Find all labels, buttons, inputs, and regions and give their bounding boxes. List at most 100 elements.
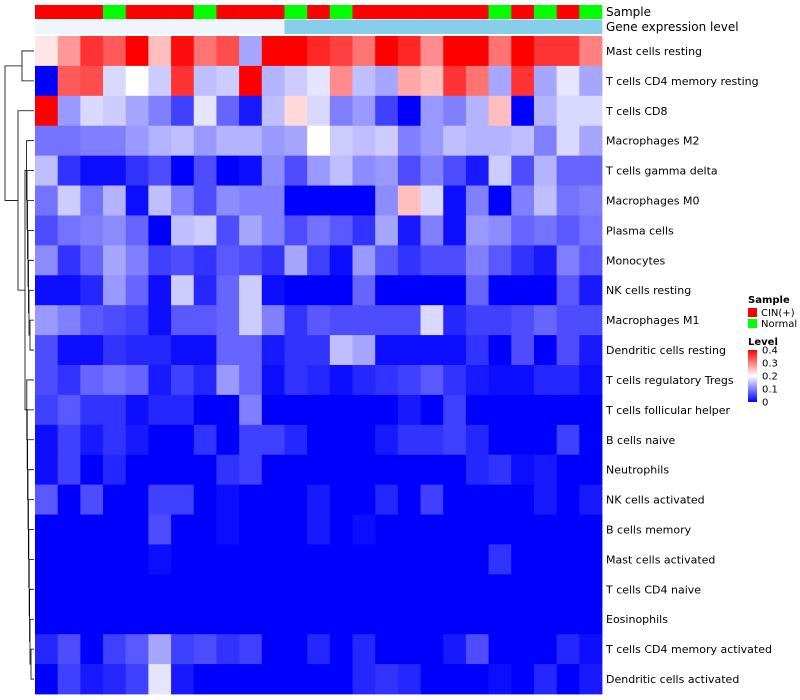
heatmap-cell	[35, 245, 59, 276]
heatmap-cell	[239, 335, 263, 366]
heatmap-cell	[579, 664, 603, 695]
heatmap-cell	[125, 36, 149, 67]
heatmap-cell	[556, 664, 580, 695]
heatmap-cell	[443, 514, 467, 545]
heatmap-cell	[465, 95, 489, 127]
heatmap-cell	[307, 634, 331, 665]
heatmap-cell	[35, 454, 59, 486]
heatmap-cell	[216, 125, 240, 157]
level-legend-ticks: 0.4 0.3 0.2 0.1 0	[757, 346, 778, 409]
heatmap-cell	[171, 514, 195, 545]
row-label: Monocytes	[606, 254, 666, 267]
heatmap-cell	[261, 365, 285, 396]
heatmap-cell	[284, 155, 308, 186]
gene-expression-track-cell	[284, 20, 308, 34]
heatmap-cell	[465, 424, 489, 456]
heatmap-cell	[443, 664, 467, 695]
heatmap-cell	[511, 574, 535, 605]
row-label: Dendritic cells activated	[606, 673, 739, 686]
level-color-bar	[748, 350, 757, 402]
dendrogram-branch	[21, 50, 34, 82]
heatmap-cell	[352, 394, 376, 426]
heatmap-cell	[216, 275, 240, 306]
heatmap-cell	[35, 634, 59, 665]
heatmap-cell	[533, 574, 558, 605]
dendrogram-branch	[30, 648, 34, 680]
heatmap-cell	[488, 454, 512, 486]
heatmap-cell	[171, 305, 195, 336]
heatmap-cell	[103, 125, 127, 157]
heatmap-cell	[57, 36, 81, 67]
heatmap-cell	[57, 215, 81, 246]
heatmap-cell	[261, 634, 285, 665]
heatmap-cell	[511, 36, 535, 67]
sample-track-cell	[579, 5, 603, 19]
heatmap-cell	[465, 544, 489, 575]
heatmap-cell	[171, 36, 195, 67]
heatmap-cell	[307, 514, 331, 545]
heatmap-cell	[307, 275, 331, 306]
row-label: T cells CD4 memory activated	[605, 643, 772, 656]
heatmap-cell	[103, 36, 127, 67]
heatmap-cell	[375, 95, 399, 127]
heatmap-cell	[80, 305, 104, 336]
row-label: Macrophages M1	[606, 314, 699, 327]
heatmap-cell	[556, 394, 580, 426]
heatmap-cell	[239, 65, 263, 97]
heatmap-cell	[148, 275, 172, 306]
heatmap-cell	[488, 95, 512, 127]
heatmap-cell	[443, 424, 467, 456]
heatmap-cell	[375, 664, 399, 695]
heatmap-cell	[465, 484, 489, 515]
heatmap-cell	[239, 604, 263, 635]
heatmap-cell	[352, 604, 376, 635]
heatmap-cell	[216, 394, 240, 426]
heatmap-cell	[103, 604, 127, 635]
sample-track-cell	[329, 5, 353, 19]
heatmap-cell	[488, 65, 512, 97]
heatmap-cell	[193, 574, 217, 605]
legend-label-normal: Normal	[761, 319, 797, 330]
heatmap-cell	[284, 574, 308, 605]
heatmap-cell	[35, 484, 59, 515]
heatmap-cell	[420, 155, 444, 186]
heatmap-cell	[239, 125, 263, 157]
heatmap-cell	[171, 155, 195, 186]
heatmap-cell	[375, 514, 399, 545]
heatmap-cell	[443, 634, 467, 665]
heatmap-cell	[511, 245, 535, 276]
heatmap-cell	[443, 275, 467, 306]
heatmap-cell	[579, 215, 603, 246]
level-tick-label: 0	[762, 398, 768, 409]
heatmap-cell	[35, 574, 59, 605]
level-tick-label: 0.3	[762, 359, 778, 370]
heatmap-cell	[239, 514, 263, 545]
heatmap-cell	[261, 185, 285, 216]
heatmap-cell	[80, 185, 104, 216]
heatmap-cell	[329, 424, 353, 456]
sample-track-cell	[465, 5, 489, 19]
heatmap-cell	[193, 36, 217, 67]
heatmap-cell	[171, 215, 195, 246]
heatmap-cell	[488, 574, 512, 605]
heatmap-cell	[329, 394, 353, 426]
sample-track-cell	[420, 5, 444, 19]
heatmap-cell	[171, 634, 195, 665]
sample-track-cell	[397, 5, 421, 19]
heatmap-cell	[57, 604, 81, 635]
heatmap-cell	[511, 215, 535, 246]
heatmap-cell	[307, 335, 331, 366]
sample-track-cell	[352, 5, 376, 19]
heatmap-cell	[261, 664, 285, 695]
heatmap-cell	[284, 335, 308, 366]
heatmap-cell	[148, 155, 172, 186]
heatmap-cell	[533, 215, 558, 246]
heatmap-cell	[556, 36, 580, 67]
heatmap-cell	[375, 335, 399, 366]
sample-track-cell	[443, 5, 467, 19]
heatmap-cell	[397, 275, 421, 306]
heatmap-cell	[193, 275, 217, 306]
heatmap-cell	[103, 65, 127, 97]
heatmap-cell	[239, 424, 263, 456]
sample-track-cell	[307, 5, 331, 19]
